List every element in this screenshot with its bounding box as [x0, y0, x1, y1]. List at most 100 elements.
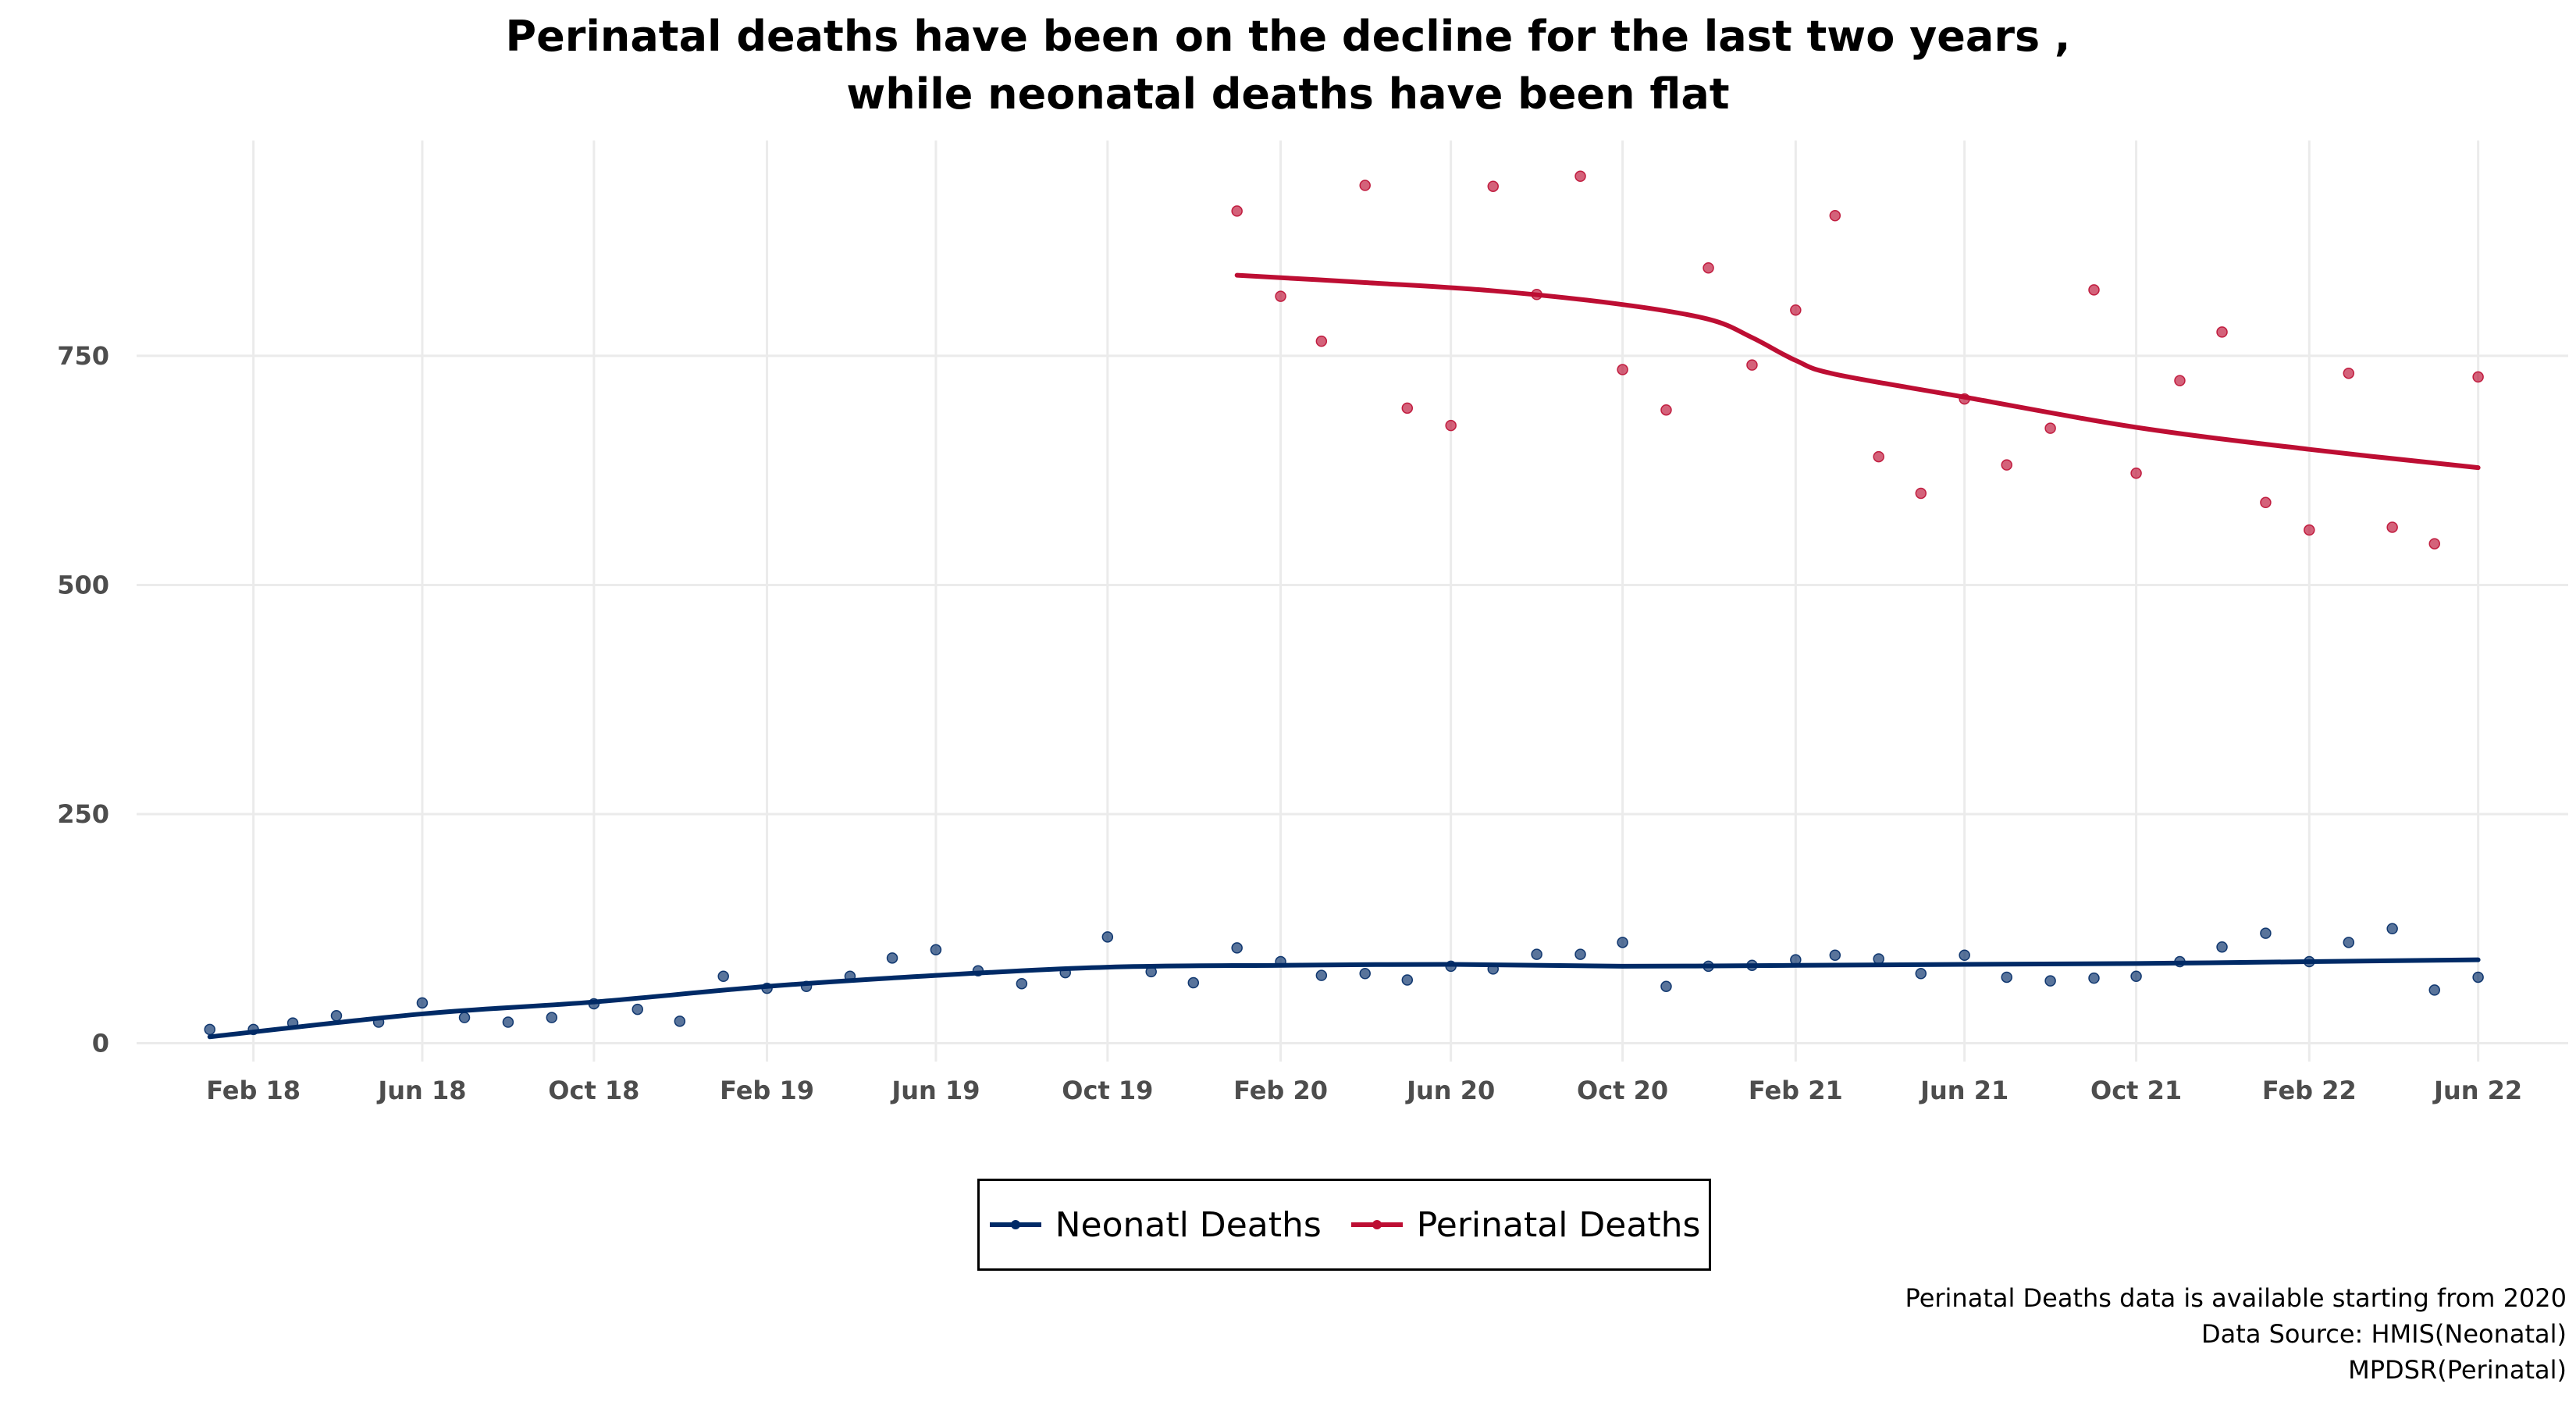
- data-point-neonatal: [546, 1012, 558, 1023]
- y-tick-label: 0: [92, 1029, 109, 1058]
- data-point-neonatal: [1231, 942, 1243, 954]
- x-tick-label: Jun 21: [1919, 1076, 2008, 1105]
- data-point-neonatal: [761, 982, 773, 994]
- grid-lines: [137, 140, 2568, 1062]
- data-point-perinatal: [1445, 419, 1457, 432]
- line-chart: 0 250 500 750 Feb 18 Jun 18 Oct 18 Feb 19 Jun 19…: [57, 140, 2568, 1105]
- data-point-perinatal: [1703, 261, 1714, 274]
- data-point-neonatal: [717, 970, 729, 983]
- data-point-neonatal: [372, 1016, 385, 1028]
- x-tick-label: Feb 21: [1749, 1076, 1843, 1105]
- x-tick-label: Feb 18: [206, 1076, 301, 1105]
- data-point-neonatal: [247, 1023, 259, 1036]
- data-point-neonatal: [972, 965, 984, 977]
- data-point-neonatal: [286, 1017, 299, 1029]
- data-point-perinatal: [2386, 521, 2398, 533]
- legend: Neonatl Deaths Perinatal Deaths: [977, 1179, 1711, 1271]
- data-point-neonatal: [2428, 984, 2440, 996]
- y-tick-label: 750: [57, 341, 109, 371]
- data-point-perinatal: [1829, 210, 1841, 222]
- data-point-neonatal: [2343, 937, 2355, 948]
- data-point-neonatal: [1359, 968, 1371, 980]
- data-point-neonatal: [2174, 955, 2186, 968]
- data-point-neonatal: [502, 1016, 514, 1028]
- x-tick-label: Jun 18: [376, 1076, 466, 1105]
- x-tick-label: Feb 19: [720, 1076, 814, 1105]
- data-point-neonatal: [2216, 941, 2228, 953]
- x-tick-label: Feb 20: [1233, 1076, 1328, 1105]
- data-point-neonatal: [2304, 955, 2315, 968]
- data-point-neonatal: [1187, 976, 1200, 989]
- data-points: [204, 170, 2484, 1036]
- x-tick-label: Oct 18: [548, 1076, 639, 1105]
- data-point-neonatal: [588, 998, 600, 1010]
- chart-title: Perinatal deaths have been on the declin…: [0, 8, 2576, 123]
- axis-ticks: 0 250 500 750 Feb 18 Jun 18 Oct 18 Feb 19 Jun 19…: [57, 341, 2522, 1105]
- data-point-neonatal: [800, 980, 813, 992]
- legend-label-perinatal: Perinatal Deaths: [1416, 1204, 1701, 1245]
- legend-label-neonatal: Neonatl Deaths: [1055, 1204, 1322, 1245]
- data-point-perinatal: [1873, 450, 1884, 463]
- data-point-neonatal: [930, 944, 942, 956]
- data-point-perinatal: [2343, 367, 2355, 379]
- data-point-perinatal: [1531, 289, 1542, 301]
- data-point-perinatal: [1359, 180, 1371, 191]
- data-point-neonatal: [1059, 966, 1072, 979]
- data-point-perinatal: [1660, 404, 1672, 416]
- x-tick-label: Jun 19: [890, 1076, 980, 1105]
- data-point-perinatal: [1574, 170, 1586, 183]
- x-tick-label: Oct 20: [1577, 1076, 1668, 1105]
- data-point-neonatal: [204, 1023, 215, 1036]
- data-point-neonatal: [416, 997, 429, 1009]
- data-point-neonatal: [1016, 977, 1028, 990]
- data-point-perinatal: [2001, 459, 2012, 471]
- data-point-neonatal: [1101, 931, 1114, 943]
- data-point-perinatal: [1790, 304, 1802, 316]
- data-point-neonatal: [1445, 960, 1457, 973]
- data-point-neonatal: [458, 1012, 471, 1023]
- y-tick-label: 500: [57, 570, 109, 599]
- data-point-neonatal: [1487, 963, 1500, 975]
- data-point-perinatal: [1617, 364, 1628, 375]
- data-point-perinatal: [2044, 422, 2056, 434]
- data-point-perinatal: [1959, 393, 1970, 405]
- data-point-neonatal: [1790, 954, 1802, 966]
- data-point-neonatal: [1873, 953, 1884, 965]
- data-point-neonatal: [2472, 971, 2484, 984]
- data-point-perinatal: [2472, 371, 2484, 383]
- data-point-neonatal: [674, 1016, 686, 1027]
- data-point-neonatal: [2001, 971, 2012, 984]
- y-tick-label: 250: [57, 799, 109, 829]
- data-point-perinatal: [2304, 524, 2315, 536]
- data-point-neonatal: [330, 1010, 343, 1022]
- chart-title-line-2: while neonatal deaths have been flat: [846, 69, 1730, 119]
- data-point-perinatal: [2260, 496, 2272, 509]
- data-point-perinatal: [2428, 538, 2440, 550]
- data-point-neonatal: [1746, 959, 1758, 971]
- data-point-neonatal: [1531, 948, 1542, 960]
- data-point-neonatal: [1617, 937, 1628, 948]
- data-point-perinatal: [1401, 402, 1414, 414]
- trend-lines: [207, 272, 2481, 1040]
- data-point-perinatal: [1231, 205, 1243, 217]
- data-point-neonatal: [2044, 975, 2056, 987]
- data-point-perinatal: [1487, 180, 1500, 192]
- x-tick-label: Jun 22: [2432, 1076, 2522, 1105]
- caption-line-1: Perinatal Deaths data is available start…: [1905, 1283, 2567, 1313]
- data-point-perinatal: [1915, 487, 1927, 500]
- data-point-perinatal: [1315, 335, 1328, 347]
- data-point-neonatal: [1574, 948, 1586, 960]
- chart-title-line-1: Perinatal deaths have been on the declin…: [505, 12, 2071, 61]
- data-point-neonatal: [1145, 966, 1157, 978]
- data-point-neonatal: [844, 970, 856, 983]
- caption-line-2: Data Source: HMIS(Neonatal): [2201, 1319, 2567, 1349]
- legend-key-neonatal: [989, 1220, 1041, 1229]
- data-point-neonatal: [1401, 974, 1414, 986]
- data-point-perinatal: [2130, 467, 2142, 479]
- data-point-neonatal: [1829, 949, 1841, 962]
- x-tick-label: Jun 20: [1405, 1076, 1495, 1105]
- data-point-neonatal: [1660, 980, 1672, 992]
- x-tick-label: Oct 21: [2090, 1076, 2182, 1105]
- data-point-neonatal: [2386, 923, 2398, 935]
- legend-item-neonatal: Neonatl Deaths: [988, 1205, 1322, 1245]
